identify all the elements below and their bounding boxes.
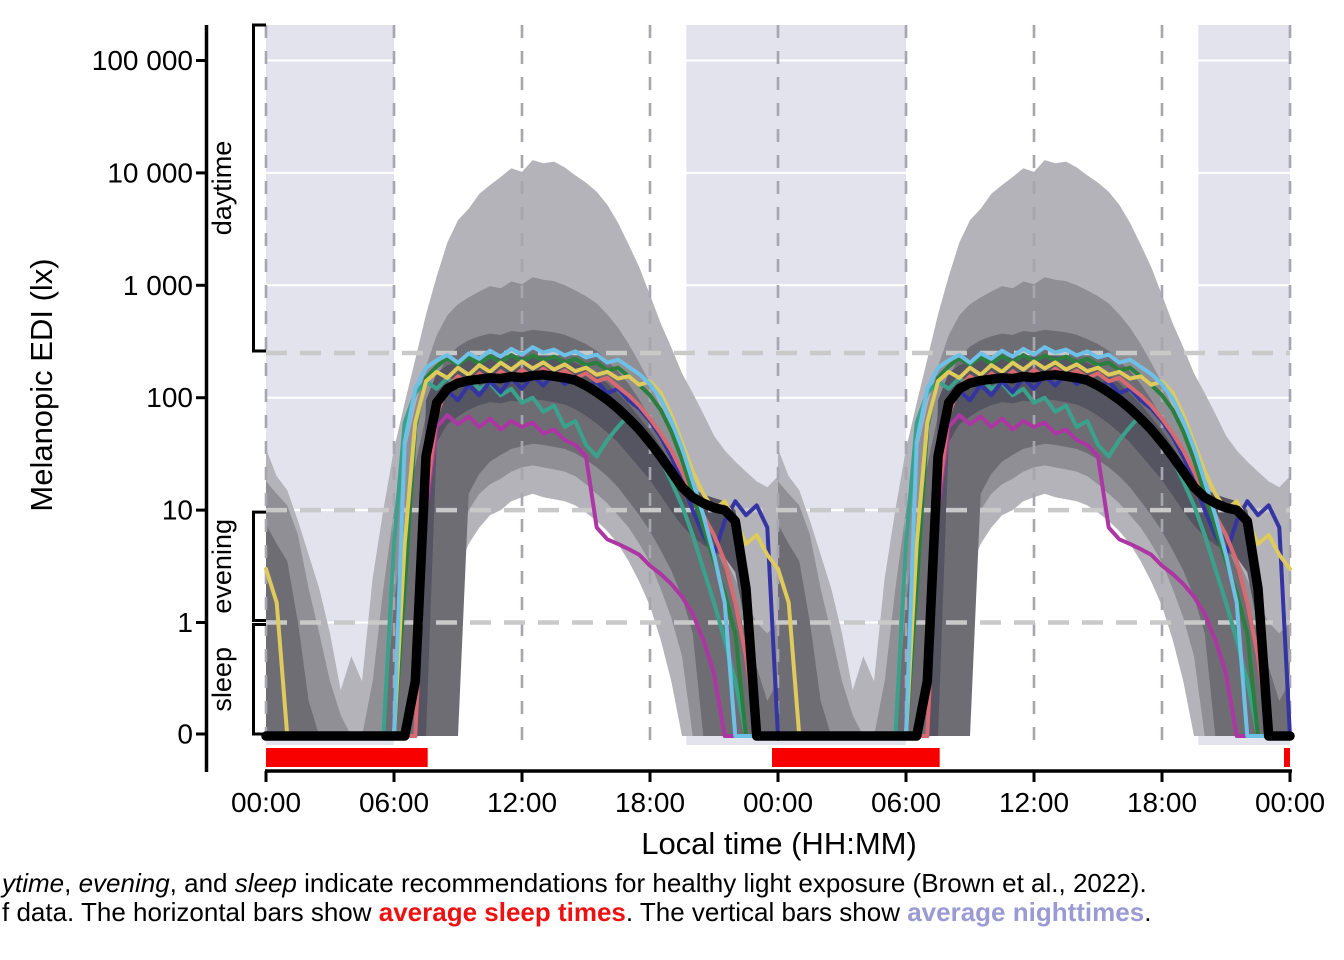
- caption-line-2: f data. The horizontal bars show average…: [2, 898, 1344, 927]
- caption-line-1: ytime, evening, and sleep indicate recom…: [2, 869, 1344, 898]
- x-tick-label: 00:00: [1255, 787, 1325, 818]
- x-tick-label: 18:00: [615, 787, 685, 818]
- y-tick-label: 100 000: [92, 45, 193, 76]
- y-tick-label: 10: [162, 495, 193, 526]
- caption-average-sleep-times: average sleep times: [378, 897, 626, 927]
- caption-text: .: [1144, 897, 1152, 927]
- x-tick-label: 12:00: [487, 787, 557, 818]
- sleep-bar: [266, 748, 428, 767]
- bracket-evening: [252, 510, 266, 622]
- bracket-daytime: [252, 23, 266, 353]
- x-tick-label: 18:00: [1127, 787, 1197, 818]
- caption-text: f data. The horizontal bars show: [2, 897, 379, 927]
- x-tick-label: 12:00: [999, 787, 1069, 818]
- x-tick-label: 06:00: [871, 787, 941, 818]
- y-tick-label: 1: [177, 607, 193, 638]
- caption-text: indicate recommendations for healthy lig…: [296, 868, 1147, 898]
- caption-daytime-word: ytime: [2, 868, 65, 898]
- y-tick-label: 0: [177, 719, 193, 750]
- bracket-sleep: [252, 623, 266, 736]
- median-line: [773, 370, 1295, 741]
- x-tick-label: 00:00: [231, 787, 301, 818]
- x-axis-title: Local time (HH:MM): [641, 826, 917, 861]
- caption-text: ,: [64, 868, 79, 898]
- sleep-bar: [772, 748, 940, 767]
- caption-evening-word: evening: [78, 868, 170, 898]
- caption-sleep-word: sleep: [234, 868, 297, 898]
- y-tick-label: 10 000: [107, 157, 193, 188]
- x-tick-label: 00:00: [743, 787, 813, 818]
- figure-caption: ytime, evening, and sleep indicate recom…: [2, 869, 1344, 927]
- caption-text: , and: [169, 868, 235, 898]
- sleep-bar: [1284, 748, 1290, 767]
- y-tick-label: 100: [146, 382, 193, 413]
- caption-average-nighttimes: average nighttimes: [907, 897, 1145, 927]
- y-tick-label: 1 000: [123, 270, 193, 301]
- guide-label-daytime: daytime: [207, 141, 237, 236]
- guide-label-evening: evening: [207, 519, 237, 614]
- x-tick-label: 06:00: [359, 787, 429, 818]
- guide-label-sleep: sleep: [207, 647, 237, 712]
- median-line: [261, 370, 783, 741]
- caption-text: . The vertical bars show: [625, 897, 908, 927]
- y-axis-title: Melanopic EDI (lx): [24, 258, 59, 512]
